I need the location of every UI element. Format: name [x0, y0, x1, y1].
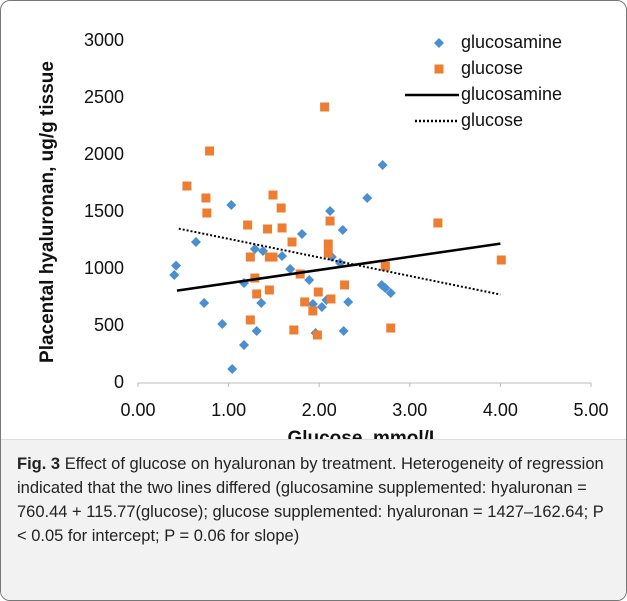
point [182, 181, 192, 191]
point [312, 330, 322, 340]
caption-text: Effect of glucose on hyaluronan by treat… [17, 455, 604, 545]
legend-marker [434, 64, 444, 74]
point [380, 283, 391, 294]
point [287, 237, 297, 247]
trend-line [178, 227, 501, 296]
caption: Fig. 3 Effect of glucose on hyaluronan b… [1, 439, 626, 600]
point [325, 216, 335, 226]
point [171, 260, 182, 271]
trend-line [176, 242, 501, 292]
point [323, 239, 333, 249]
point [252, 289, 262, 299]
legend-label: glucosamine [461, 84, 562, 104]
legend-label: glucose [461, 58, 523, 78]
point [316, 301, 327, 312]
point [268, 190, 278, 200]
point [277, 251, 288, 262]
point [169, 270, 180, 281]
point [250, 273, 260, 283]
x-tick-label: 4.00 [483, 400, 518, 420]
point [300, 297, 310, 307]
point [245, 315, 255, 325]
point [323, 248, 333, 258]
chart: Glucose, mmol/L Placental hyaluronan, ug… [37, 30, 609, 449]
point [251, 326, 262, 337]
point [268, 252, 278, 262]
point [276, 203, 286, 213]
caption-label: Fig. 3 [17, 455, 61, 473]
point [377, 160, 388, 171]
point [205, 146, 215, 156]
y-tick-label: 0 [114, 372, 124, 392]
point [308, 306, 318, 316]
point [380, 261, 390, 271]
point [289, 325, 299, 335]
point [249, 244, 260, 255]
point [337, 225, 348, 236]
y-tick-label: 2000 [84, 144, 124, 164]
point [202, 208, 212, 218]
point [386, 323, 396, 333]
point [326, 294, 336, 304]
y-tick-label: 500 [94, 315, 124, 335]
point [201, 193, 211, 203]
point [199, 297, 210, 308]
x-tick-label: 1.00 [211, 400, 246, 420]
point [304, 274, 315, 285]
point [217, 318, 228, 329]
point [243, 220, 253, 230]
y-axis-label: Placental hyaluronan, ug/g tissue [37, 61, 58, 363]
point [343, 296, 354, 307]
point [226, 200, 237, 211]
y-tick-label: 1500 [84, 201, 124, 221]
legend-marker [434, 38, 444, 48]
point [264, 285, 274, 295]
point [433, 218, 443, 228]
point [239, 340, 250, 351]
point [285, 264, 296, 274]
y-tick-label: 2500 [84, 87, 124, 107]
point [277, 223, 287, 233]
point [227, 363, 238, 374]
point [313, 287, 323, 297]
point [325, 205, 336, 216]
point [385, 287, 396, 298]
point [190, 236, 201, 247]
point [295, 269, 305, 279]
y-tick-label: 3000 [84, 30, 124, 50]
point [256, 297, 267, 308]
x-tick-label: 2.00 [302, 400, 337, 420]
legend-label: glucosamine [461, 32, 562, 52]
x-tick-label: 5.00 [573, 400, 608, 420]
point [496, 255, 506, 265]
point [340, 280, 350, 290]
x-axis-label: Glucose, mmol/L [287, 428, 440, 439]
x-tick-label: 0.00 [120, 400, 155, 420]
point [320, 102, 330, 112]
point [263, 224, 273, 234]
point [362, 192, 373, 203]
point [245, 252, 255, 262]
point [338, 326, 349, 337]
x-tick-label: 3.00 [392, 400, 427, 420]
y-tick-label: 1000 [84, 258, 124, 278]
legend-label: glucose [461, 110, 523, 130]
point [296, 229, 307, 240]
